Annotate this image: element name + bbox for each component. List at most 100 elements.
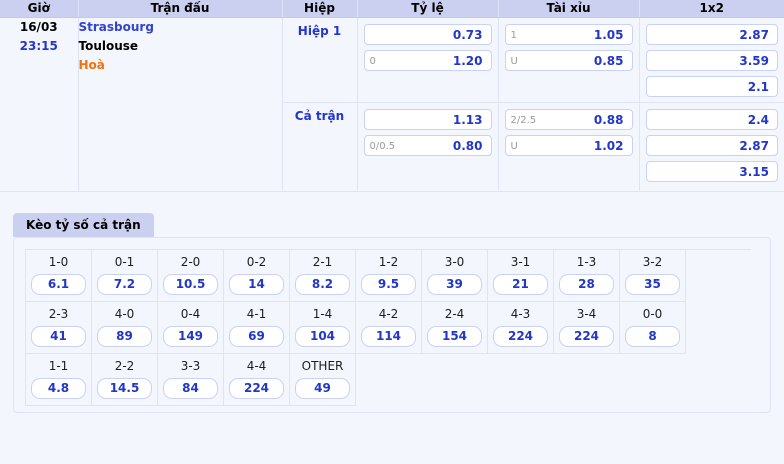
score-label: OTHER (301, 359, 344, 373)
score-label: 3-0 (444, 255, 465, 269)
onextwo-home-odd-box[interactable]: 2.4 (645, 109, 778, 130)
score-cell[interactable]: 4-2 114 (356, 302, 422, 354)
handicap-odd-box[interactable]: 0 1.20 (363, 50, 492, 71)
score-cell[interactable]: 1-2 9.5 (356, 250, 422, 302)
score-odd-value[interactable]: 69 (229, 326, 284, 347)
match-row-fulltime: Cả trận 1.13 0/0.5 0.80 2/2.5 (0, 102, 784, 192)
over-line-label: 2/2.5 (510, 115, 537, 126)
score-cell[interactable]: OTHER 49 (290, 354, 356, 406)
score-odd-value[interactable]: 8 (625, 326, 680, 347)
score-odd-value[interactable]: 4.8 (31, 378, 86, 399)
score-cell[interactable]: 4-3 224 (488, 302, 554, 354)
score-odd-value[interactable]: 224 (493, 326, 548, 347)
match-date: 16/03 (19, 20, 58, 34)
score-label: 0-0 (642, 307, 663, 321)
handicap-line-label: 0/0.5 (369, 141, 396, 152)
score-cell[interactable]: 3-2 35 (620, 250, 686, 302)
score-odd-value[interactable]: 9.5 (361, 274, 416, 295)
score-cell[interactable]: 2-1 8.2 (290, 250, 356, 302)
score-odd-value[interactable]: 41 (31, 326, 86, 347)
column-header-period: Hiệp (282, 0, 358, 18)
score-odd-value[interactable]: 114 (361, 326, 416, 347)
score-label: 1-3 (576, 255, 597, 269)
score-label: 3-3 (180, 359, 201, 373)
onextwo-away-odd-box[interactable]: 3.15 (645, 161, 778, 182)
score-odd-value[interactable]: 149 (163, 326, 218, 347)
score-odd-value[interactable]: 84 (163, 378, 218, 399)
handicap-odd-box[interactable]: 1.13 (363, 109, 492, 130)
correct-score-grid: 1-0 6.1 0-1 7.2 2-0 10.5 0-2 14 2-1 8.2 1-2 9.5 3-0 3… (25, 249, 751, 406)
home-team-link[interactable]: Strasbourg (78, 20, 154, 34)
score-odd-value[interactable]: 89 (97, 326, 152, 347)
score-cell[interactable]: 4-4 224 (224, 354, 290, 406)
over-odd-box[interactable]: 1 1.05 (504, 24, 633, 45)
score-odd-value[interactable]: 6.1 (31, 274, 86, 295)
score-cell[interactable]: 4-0 89 (92, 302, 158, 354)
score-odd-value[interactable]: 7.2 (97, 274, 152, 295)
score-cell[interactable]: 3-0 39 (422, 250, 488, 302)
onextwo-home-odd-value: 2.87 (739, 28, 769, 42)
score-label: 2-1 (312, 255, 333, 269)
handicap-odds-group-first-half: 0.73 0 1.20 (358, 18, 498, 102)
away-team-label: Toulouse (78, 39, 139, 53)
score-odd-value[interactable]: 39 (427, 274, 482, 295)
score-cell[interactable]: 0-0 8 (620, 302, 686, 354)
score-odd-value[interactable]: 104 (295, 326, 350, 347)
score-odd-value[interactable]: 21 (493, 274, 548, 295)
score-cell[interactable]: 3-3 84 (158, 354, 224, 406)
handicap-odd-value: 0.80 (452, 139, 483, 153)
column-header-time: Giờ (0, 0, 79, 18)
score-cell[interactable]: 3-4 224 (554, 302, 620, 354)
score-cell[interactable]: 2-2 14.5 (92, 354, 158, 406)
over-line-label: 1 (510, 30, 517, 41)
under-odd-box[interactable]: U 0.85 (504, 50, 633, 71)
overunder-odds-group-fulltime: 2/2.5 0.88 U 1.02 (499, 103, 639, 191)
score-odd-value[interactable]: 14 (229, 274, 284, 295)
tab-correct-score[interactable]: Kèo tỷ số cả trận (13, 213, 154, 237)
score-label: 3-2 (642, 255, 663, 269)
score-cell[interactable]: 1-0 6.1 (26, 250, 92, 302)
score-odd-value[interactable]: 224 (559, 326, 614, 347)
score-odd-value[interactable]: 14.5 (97, 378, 152, 399)
score-cell[interactable]: 2-0 10.5 (158, 250, 224, 302)
score-odd-value[interactable]: 49 (295, 378, 350, 399)
score-label: 2-2 (114, 359, 135, 373)
score-odd-value[interactable]: 154 (427, 326, 482, 347)
score-odd-value[interactable]: 35 (625, 274, 680, 295)
onextwo-home-odd-box[interactable]: 2.87 (645, 24, 778, 45)
score-odd-value[interactable]: 10.5 (163, 274, 218, 295)
score-cell[interactable]: 2-3 41 (26, 302, 92, 354)
odds-table-header-row: Giờ Trận đấu Hiệp Tỷ lệ Tài xỉu 1x2 (0, 0, 784, 18)
score-cell[interactable]: 0-2 14 (224, 250, 290, 302)
handicap-odd-box[interactable]: 0.73 (363, 24, 492, 45)
score-cell[interactable]: 0-4 149 (158, 302, 224, 354)
onextwo-draw-odd-box[interactable]: 3.59 (645, 50, 778, 71)
score-cell[interactable]: 1-1 4.8 (26, 354, 92, 406)
over-odd-box[interactable]: 2/2.5 0.88 (504, 109, 633, 130)
under-odd-value: 0.85 (593, 54, 624, 68)
score-odd-value[interactable]: 224 (229, 378, 284, 399)
column-header-handicap: Tỷ lệ (357, 0, 499, 18)
score-cell[interactable]: 3-1 21 (488, 250, 554, 302)
section-tab-bar: Kèo tỷ số cả trận (13, 213, 771, 237)
score-label: 4-2 (378, 307, 399, 321)
score-cell[interactable]: 4-1 69 (224, 302, 290, 354)
draw-label: Hoà (78, 58, 105, 72)
handicap-line-label: 0 (369, 56, 376, 67)
under-line-label: U (510, 141, 518, 152)
overunder-cell-fulltime: 2/2.5 0.88 U 1.02 (498, 102, 640, 192)
onextwo-draw-odd-value: 2.87 (739, 139, 769, 153)
score-odd-value[interactable]: 8.2 (295, 274, 350, 295)
onextwo-draw-odd-box[interactable]: 2.87 (645, 135, 778, 156)
onextwo-home-odd-value: 2.4 (747, 113, 769, 127)
score-cell[interactable]: 1-3 28 (554, 250, 620, 302)
onextwo-away-odd-box[interactable]: 2.1 (645, 76, 778, 97)
score-cell[interactable]: 1-4 104 (290, 302, 356, 354)
score-label: 2-4 (444, 307, 465, 321)
score-odd-value[interactable]: 28 (559, 274, 614, 295)
score-label: 4-3 (510, 307, 531, 321)
handicap-odd-box[interactable]: 0/0.5 0.80 (363, 135, 492, 156)
score-cell[interactable]: 2-4 154 (422, 302, 488, 354)
score-cell[interactable]: 0-1 7.2 (92, 250, 158, 302)
under-odd-box[interactable]: U 1.02 (504, 135, 633, 156)
